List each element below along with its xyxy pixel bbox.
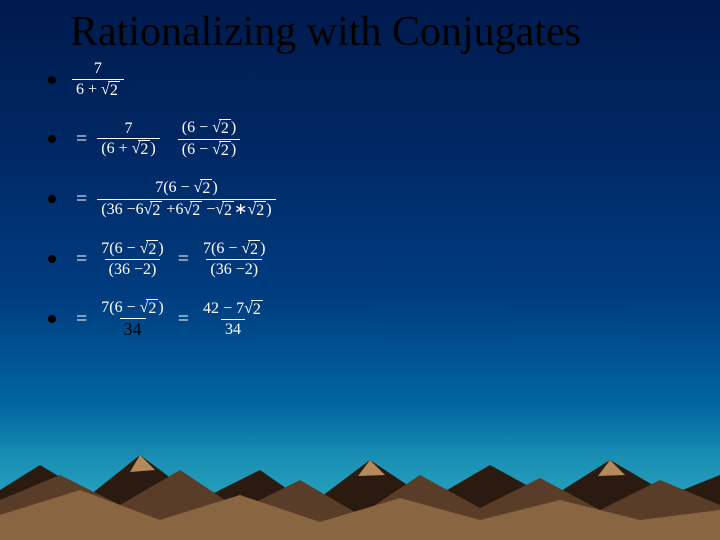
denominator: (6 + √2): [97, 138, 159, 159]
denominator: 34: [221, 319, 245, 339]
equation-line-2: = 7 (6 + √2) (6 − √2) (6 − √2): [48, 119, 720, 159]
numerator: 7: [121, 120, 137, 139]
equation-line-4: = 7(6 − √2) (36 −2) = 7(6 − √2) (36 −2): [48, 240, 720, 279]
fraction: 7 6 + √2: [72, 60, 124, 99]
denominator: (6 − √2): [178, 139, 240, 160]
equals-sign: =: [72, 188, 91, 211]
bullet-icon: [48, 135, 56, 143]
denominator: 34: [120, 318, 146, 340]
numerator: 7(6 − √2): [199, 240, 269, 260]
denominator: (36 −6√2 +6√2 −√2∗√2): [97, 199, 275, 220]
fraction: 7(6 − √2) (36 −2): [199, 240, 269, 279]
denominator: (36 −2): [206, 259, 262, 279]
equation-line-3: = 7(6 − √2) (36 −6√2 +6√2 −√2∗√2): [48, 179, 720, 219]
fraction: 7 (6 + √2): [97, 120, 159, 159]
slide-title: Rationalizing with Conjugates: [0, 0, 720, 56]
bullet-icon: [48, 195, 56, 203]
numerator: 42 − 7√2: [199, 300, 267, 320]
fraction: 7(6 − √2) 34: [97, 299, 167, 340]
equals-sign: =: [72, 128, 91, 151]
fraction: (6 − √2) (6 − √2): [178, 119, 240, 159]
equals-sign: =: [174, 248, 193, 271]
fraction: 7(6 − √2) (36 −6√2 +6√2 −√2∗√2): [97, 179, 275, 219]
fraction: 7(6 − √2) (36 −2): [97, 240, 167, 279]
bullet-icon: [48, 255, 56, 263]
mountain-decoration: [0, 420, 720, 540]
bullet-icon: [48, 315, 56, 323]
equals-sign: =: [174, 308, 193, 331]
numerator: 7: [90, 60, 106, 79]
numerator: (6 − √2): [178, 119, 240, 139]
numerator: 7(6 − √2): [97, 240, 167, 260]
fraction: 42 − 7√2 34: [199, 300, 267, 339]
equals-sign: =: [72, 248, 91, 271]
numerator: 7(6 − √2): [151, 179, 221, 199]
equals-sign: =: [72, 308, 91, 331]
denominator: (36 −2): [105, 259, 161, 279]
equation-line-1: 7 6 + √2: [48, 60, 720, 99]
equation-line-5: = 7(6 − √2) 34 = 42 − 7√2 34: [48, 299, 720, 340]
bullet-icon: [48, 76, 56, 84]
numerator: 7(6 − √2): [97, 299, 167, 319]
denominator: 6 + √2: [72, 79, 124, 100]
slide-content: 7 6 + √2 = 7 (6 + √2) (6 −: [0, 56, 720, 340]
